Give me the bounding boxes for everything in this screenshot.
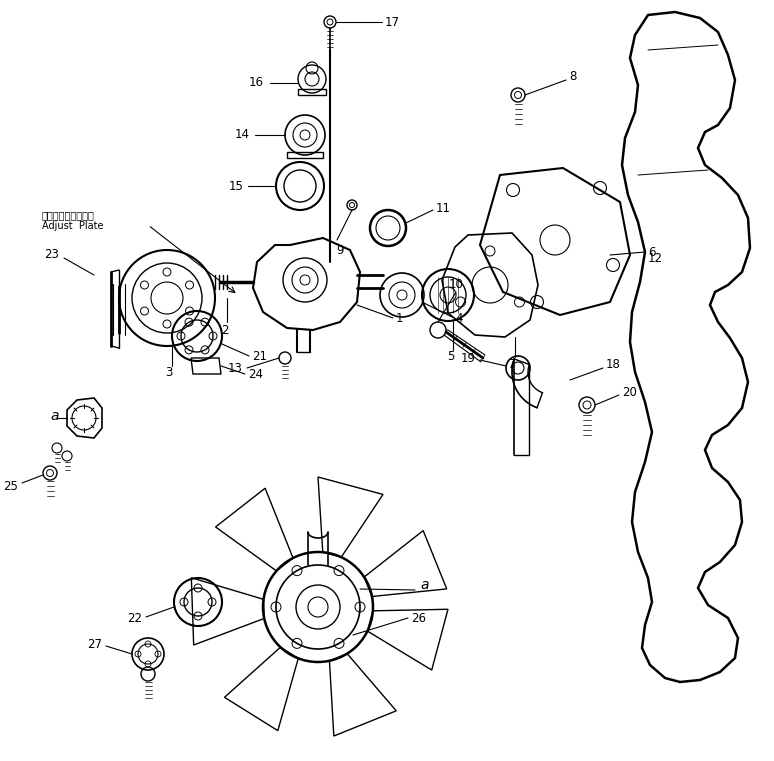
Text: 24: 24 (248, 368, 263, 380)
Text: 14: 14 (235, 129, 250, 142)
Text: 2: 2 (221, 323, 229, 336)
Text: a: a (420, 578, 429, 592)
Text: 12: 12 (648, 251, 663, 265)
Text: 11: 11 (436, 202, 451, 215)
Text: Adjust  Plate: Adjust Plate (42, 221, 104, 231)
Text: 18: 18 (606, 358, 621, 371)
Text: 25: 25 (3, 480, 18, 493)
Text: 3: 3 (166, 367, 173, 380)
Text: 26: 26 (411, 612, 426, 625)
Text: 20: 20 (622, 387, 637, 400)
Text: アジャストプレート: アジャストプレート (42, 210, 95, 220)
Text: a: a (50, 409, 59, 423)
Text: 9: 9 (336, 244, 344, 256)
Text: 15: 15 (229, 180, 244, 193)
Text: 19: 19 (461, 352, 476, 365)
Text: 21: 21 (252, 349, 267, 362)
Text: 22: 22 (127, 612, 142, 625)
Text: 4: 4 (455, 313, 463, 326)
Text: 8: 8 (569, 71, 577, 84)
Text: 13: 13 (228, 361, 243, 374)
Text: 16: 16 (249, 77, 264, 90)
Text: 7: 7 (509, 358, 515, 371)
Text: 1: 1 (396, 311, 403, 324)
Text: 27: 27 (87, 638, 102, 651)
Text: 6: 6 (648, 246, 656, 259)
Text: 5: 5 (447, 351, 454, 364)
Text: 23: 23 (44, 247, 59, 260)
Text: 10: 10 (449, 279, 464, 291)
Text: 17: 17 (385, 15, 400, 28)
